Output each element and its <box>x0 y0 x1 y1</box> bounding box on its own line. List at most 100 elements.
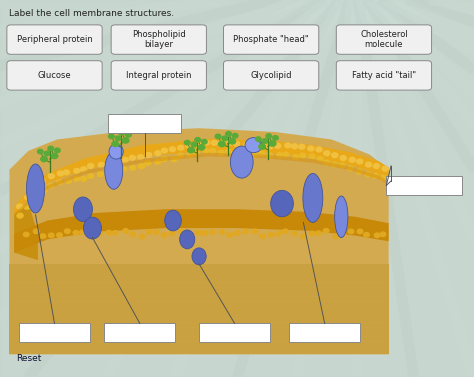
Ellipse shape <box>192 248 206 265</box>
Circle shape <box>203 149 210 153</box>
Circle shape <box>292 231 297 236</box>
Circle shape <box>317 156 323 161</box>
Circle shape <box>39 178 45 183</box>
Circle shape <box>144 161 150 166</box>
FancyBboxPatch shape <box>7 61 102 90</box>
Circle shape <box>88 163 94 168</box>
Circle shape <box>98 162 104 167</box>
Circle shape <box>41 188 47 193</box>
Circle shape <box>186 143 192 148</box>
Circle shape <box>64 229 70 233</box>
Ellipse shape <box>73 197 92 221</box>
Text: Label the cell membrane structures.: Label the cell membrane structures. <box>9 9 174 18</box>
Circle shape <box>356 159 363 164</box>
Circle shape <box>357 229 363 234</box>
Circle shape <box>73 231 79 235</box>
Circle shape <box>269 141 276 146</box>
Polygon shape <box>9 264 389 354</box>
Circle shape <box>226 149 232 154</box>
Circle shape <box>130 166 136 170</box>
Circle shape <box>227 233 233 237</box>
Circle shape <box>339 163 345 168</box>
Circle shape <box>252 142 258 147</box>
Circle shape <box>340 156 346 161</box>
Ellipse shape <box>180 230 195 249</box>
Circle shape <box>40 234 46 238</box>
FancyBboxPatch shape <box>386 176 462 195</box>
Circle shape <box>48 233 54 238</box>
Circle shape <box>372 173 378 178</box>
Circle shape <box>120 166 127 171</box>
Circle shape <box>356 169 363 174</box>
Text: Fatty acid "tail": Fatty acid "tail" <box>352 71 416 80</box>
Circle shape <box>91 230 96 234</box>
Ellipse shape <box>271 190 293 217</box>
FancyBboxPatch shape <box>289 323 360 342</box>
Circle shape <box>273 136 278 140</box>
Circle shape <box>112 158 118 163</box>
Circle shape <box>97 172 103 176</box>
Circle shape <box>130 232 136 236</box>
Circle shape <box>292 155 299 159</box>
Circle shape <box>193 150 200 155</box>
Circle shape <box>235 151 241 156</box>
Circle shape <box>382 166 388 171</box>
Circle shape <box>260 142 266 147</box>
Text: Peripheral protein: Peripheral protein <box>17 35 92 44</box>
Circle shape <box>215 134 221 139</box>
Text: Integral protein: Integral protein <box>126 71 191 80</box>
FancyBboxPatch shape <box>7 25 102 54</box>
Circle shape <box>32 185 38 190</box>
Circle shape <box>17 213 23 218</box>
Circle shape <box>112 230 118 235</box>
Circle shape <box>266 134 272 138</box>
Circle shape <box>161 157 167 162</box>
Circle shape <box>222 136 228 141</box>
FancyBboxPatch shape <box>111 61 206 90</box>
Circle shape <box>219 140 225 145</box>
Circle shape <box>139 234 145 239</box>
Circle shape <box>267 153 273 158</box>
Circle shape <box>171 157 177 162</box>
Circle shape <box>112 169 118 174</box>
Circle shape <box>25 195 31 200</box>
Circle shape <box>169 231 175 235</box>
Circle shape <box>177 153 183 158</box>
Circle shape <box>309 231 315 236</box>
Circle shape <box>195 138 201 142</box>
Circle shape <box>195 142 201 147</box>
Circle shape <box>57 171 64 176</box>
Circle shape <box>260 234 265 238</box>
Circle shape <box>146 230 152 234</box>
Circle shape <box>323 228 329 233</box>
Circle shape <box>235 231 240 235</box>
Circle shape <box>333 234 339 239</box>
Circle shape <box>123 228 128 233</box>
Ellipse shape <box>303 173 323 222</box>
Circle shape <box>365 162 372 167</box>
Circle shape <box>203 140 210 145</box>
Circle shape <box>331 162 337 167</box>
Circle shape <box>195 230 201 235</box>
Circle shape <box>109 134 114 139</box>
Text: Phosphate "head": Phosphate "head" <box>233 35 309 44</box>
Circle shape <box>219 141 225 147</box>
Circle shape <box>324 151 330 156</box>
Circle shape <box>81 167 87 172</box>
Circle shape <box>316 231 321 235</box>
Circle shape <box>232 133 238 138</box>
Circle shape <box>243 229 249 234</box>
Circle shape <box>252 229 258 234</box>
Circle shape <box>187 153 193 158</box>
Circle shape <box>275 231 281 236</box>
Circle shape <box>340 232 346 237</box>
Circle shape <box>300 153 306 158</box>
Text: Cholesterol
molecule: Cholesterol molecule <box>360 30 408 49</box>
Circle shape <box>226 132 231 136</box>
Circle shape <box>244 143 250 147</box>
Ellipse shape <box>105 152 123 189</box>
Circle shape <box>178 229 184 234</box>
Circle shape <box>119 131 125 135</box>
Circle shape <box>65 178 72 183</box>
Circle shape <box>242 152 248 156</box>
